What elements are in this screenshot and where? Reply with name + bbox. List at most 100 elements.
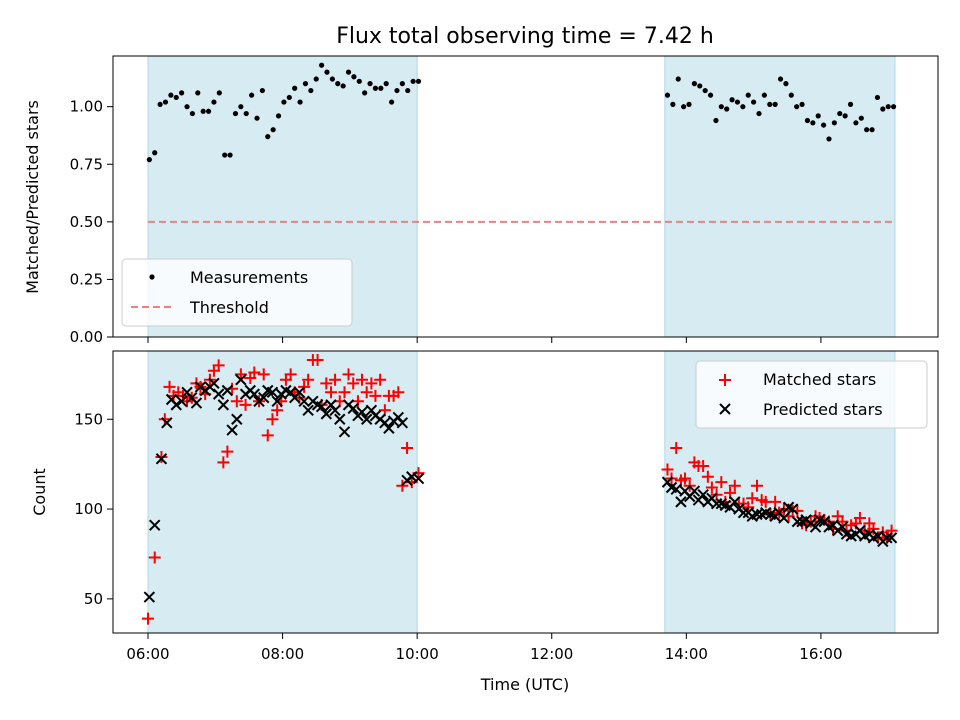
ratio-legend-box	[121, 258, 353, 327]
matched-stars-point	[248, 366, 261, 379]
predicted-stars-point	[149, 519, 161, 531]
measurements-point	[270, 127, 276, 133]
x-axis: 06:00 08:00 10:00 12:00 14:00 16:00	[126, 633, 843, 663]
measurements-point	[864, 127, 870, 133]
predicted-stars-point	[271, 395, 283, 408]
y-tick-label: 0.25	[70, 270, 103, 288]
measurements-point	[249, 92, 255, 98]
measurements-point	[216, 90, 222, 96]
measurements-point	[853, 120, 859, 126]
predicted-stars-point	[217, 399, 230, 411]
ratio-panel-y-axis: 0.00 0.25 0.50 0.75 1.00	[70, 98, 113, 346]
measurements-legend-label: Measurements	[190, 268, 308, 287]
measurements-point	[254, 115, 260, 121]
measurements-point	[410, 78, 416, 84]
measurements-point	[292, 85, 298, 91]
measurements-point	[222, 152, 228, 158]
matched-stars-point	[230, 395, 243, 408]
ratio-panel-marks	[146, 62, 897, 223]
matched-stars-point	[320, 377, 333, 390]
predicted-stars-point	[266, 386, 279, 399]
measurements-point	[297, 99, 303, 105]
predicted-stars-point	[885, 532, 898, 544]
predicted-stars-point	[161, 417, 173, 429]
measurements-point	[767, 101, 773, 107]
count-panel-frame	[112, 350, 939, 634]
measurements-point	[189, 110, 196, 117]
measurements-point	[831, 120, 837, 126]
predicted-stars-point	[235, 374, 247, 386]
matched-stars-point	[697, 459, 710, 472]
measurements-point	[351, 74, 357, 80]
measurements-point	[686, 101, 692, 107]
matched-stars-point	[360, 386, 373, 399]
y-tick-label: 0.00	[70, 328, 103, 346]
ratio-panel-x-ticks	[147, 337, 822, 343]
matched-stars-point	[374, 373, 387, 386]
predicted-stars-point	[170, 399, 182, 411]
predicted-stars-point	[729, 496, 741, 508]
matched-stars-point	[141, 612, 154, 625]
measurements-point	[394, 87, 400, 94]
predicted-legend-label: Predicted stars	[763, 400, 883, 419]
measurements-point	[146, 157, 152, 163]
measurements-point	[740, 104, 746, 110]
y-tick-label: 150	[74, 410, 103, 428]
measurements-point	[670, 101, 676, 107]
predicted-stars-point	[190, 397, 203, 409]
measurements-point	[810, 120, 816, 126]
measurements-point	[697, 83, 703, 89]
measurements-point	[691, 81, 698, 87]
measurements-point	[847, 101, 854, 107]
matched-stars-point	[678, 472, 691, 485]
measurements-point	[329, 76, 335, 82]
measurements-point	[858, 115, 864, 121]
measurements-point	[783, 81, 789, 87]
predicted-stars-point	[881, 532, 893, 544]
measurements-point	[265, 134, 271, 140]
y-tick-label: 1.00	[70, 98, 103, 116]
ratio-panel: 0.00 0.25 0.50 0.75 1.00 Matched/Predicted s…	[23, 55, 939, 346]
measurements-point	[319, 62, 325, 68]
matched-stars-point	[302, 373, 315, 386]
measurements-point	[173, 94, 179, 101]
matched-stars-point	[365, 377, 378, 390]
x-axis-label: Time (UTC)	[480, 675, 569, 694]
measurements-point	[275, 113, 282, 119]
predicted-stars-point	[836, 521, 849, 533]
matched-stars-point	[155, 450, 168, 463]
measurements-point	[675, 76, 681, 82]
predicted-stars-point	[212, 388, 225, 400]
measurements-point	[777, 76, 784, 82]
measurements-point	[729, 97, 735, 103]
matched-legend-marker	[719, 374, 731, 386]
predicted-stars-point	[258, 391, 270, 404]
predicted-stars-point	[248, 388, 261, 400]
matched-stars-point	[217, 456, 230, 469]
matched-stars-point	[311, 353, 324, 366]
predicted-stars-point	[406, 471, 418, 483]
predicted-stars-point	[315, 400, 328, 413]
measurements-point	[259, 87, 265, 94]
predicted-stars-point	[298, 395, 310, 408]
measurements-point	[837, 110, 843, 117]
measurements-point	[227, 152, 233, 158]
ratio-panel-ylabel: Matched/Predicted stars	[23, 100, 42, 294]
matched-stars-point	[266, 413, 279, 426]
predicted-stars-point	[226, 424, 238, 436]
measurements-point	[681, 104, 687, 110]
measurements-point	[313, 76, 319, 82]
measurements-point	[880, 106, 886, 112]
matched-stars-point	[683, 479, 696, 492]
count-panel-y-axis: 50 100 150	[74, 410, 113, 608]
measurements-point	[718, 104, 724, 110]
y-tick-label: 100	[74, 500, 103, 518]
predicted-stars-point	[778, 512, 790, 524]
matched-stars-point	[284, 368, 297, 381]
measurements-point	[702, 87, 708, 94]
predicted-stars-point	[334, 413, 346, 425]
matched-stars-point	[329, 373, 342, 386]
predicted-stars-point	[751, 508, 763, 521]
matched-stars-point	[338, 386, 351, 399]
predicted-stars-point	[175, 395, 188, 408]
